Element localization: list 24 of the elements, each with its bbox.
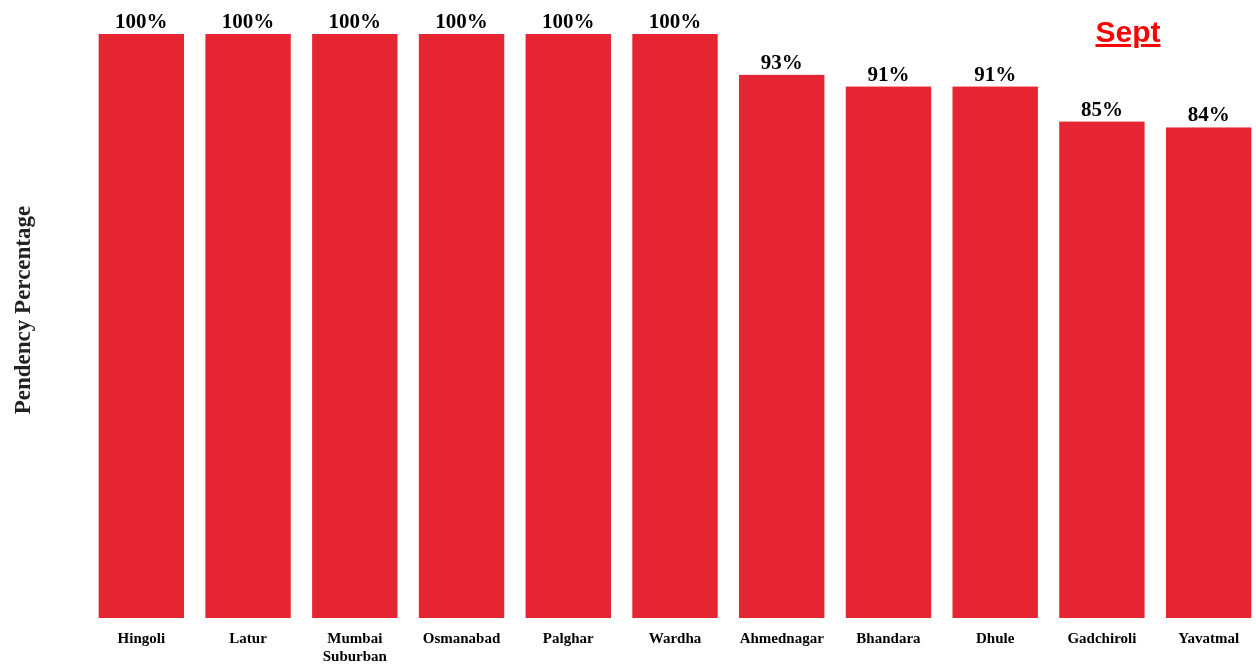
data-label: 91% xyxy=(867,61,910,86)
data-label: 100% xyxy=(115,9,168,33)
data-label: 100% xyxy=(542,9,595,33)
data-label: 93% xyxy=(760,49,803,74)
x-tick-label: Mumbai Suburban xyxy=(322,630,388,664)
data-label: 84% xyxy=(1187,102,1230,127)
x-tick-label: Bhandara xyxy=(856,630,922,646)
x-tick-label: Latur xyxy=(229,630,268,646)
x-tick-label: Dhule xyxy=(976,630,1015,646)
x-tick-label: Gadchiroli xyxy=(1067,630,1137,646)
x-tick-label: Osmanabad xyxy=(422,630,501,646)
x-tick-label: Hingoli xyxy=(117,630,166,646)
x-tick-label: Yavatmal xyxy=(1178,630,1240,646)
data-label: 100% xyxy=(435,9,488,33)
data-label: 100% xyxy=(221,9,275,33)
data-label: 100% xyxy=(648,9,702,33)
y-axis-title: Pendency Percentage xyxy=(10,205,35,415)
data-label: 85% xyxy=(1080,96,1123,121)
x-tick-label: Palghar xyxy=(542,630,595,646)
chart-title: Sept xyxy=(1095,15,1161,48)
data-label: 91% xyxy=(974,61,1017,86)
x-tick-label: Ahmednagar xyxy=(739,630,825,646)
x-tick-label: Wardha xyxy=(648,630,702,646)
data-label: 100% xyxy=(328,9,382,33)
